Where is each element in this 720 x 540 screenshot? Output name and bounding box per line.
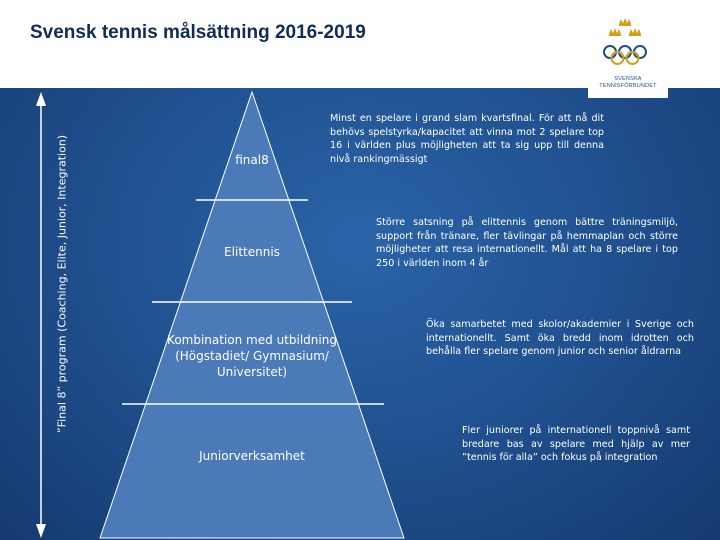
description-kombination: Öka samarbetet med skolor/akademier i Sv… <box>426 319 694 358</box>
federation-logo: SVENSKA TENNISFÖRBUNDET <box>588 18 668 98</box>
logo-text-line-2: TENNISFÖRBUNDET <box>599 83 657 89</box>
description-elittennis: Större satsning på elittennis genom bätt… <box>376 217 678 269</box>
tier-kombination: Kombination med utbildning (Högstadiet/ … <box>167 333 337 379</box>
pyramid-shape <box>99 90 405 539</box>
tier-elittennis: Elittennis <box>224 245 280 259</box>
description-juniorverksamhet: Fler juniorer på internationell toppnivå… <box>462 425 690 464</box>
crown-rings-icon <box>603 18 647 65</box>
tier-juniorverksamhet: Juniorverksamhet <box>199 449 305 463</box>
logo-text-line-1: SVENSKA <box>614 76 642 82</box>
slide-title: Svensk tennis målsättning 2016-2019 <box>30 22 366 43</box>
tier-final8: final8 <box>235 153 269 167</box>
description-final8: Minst en spelare i grand slam kvartsfina… <box>330 113 604 165</box>
logo-text: SVENSKA TENNISFÖRBUNDET <box>588 76 668 90</box>
